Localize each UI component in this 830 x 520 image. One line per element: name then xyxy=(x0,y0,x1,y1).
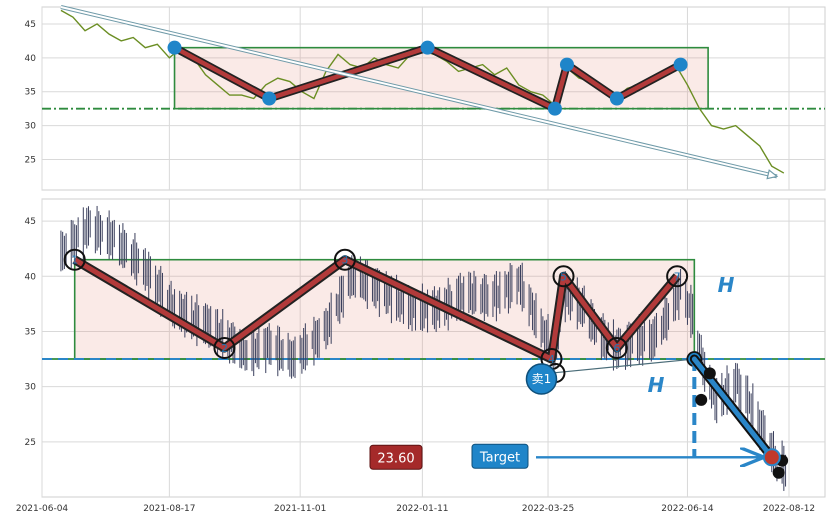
xtick-4: 2022-03-25 xyxy=(522,504,574,514)
top-pattern-dot-1 xyxy=(167,40,182,55)
sell-signal-marker xyxy=(525,363,558,395)
pattern-marker-3 xyxy=(333,248,356,271)
top-ytick-1: 30 xyxy=(25,122,37,132)
top-ytick-3: 40 xyxy=(25,54,37,64)
top-pattern-dot-7 xyxy=(673,57,688,72)
pattern-marker-5 xyxy=(552,265,575,288)
bottom-ytick-4: 45 xyxy=(25,217,36,227)
top-ytick-0: 25 xyxy=(25,156,36,166)
top-pattern-dot-4 xyxy=(547,101,562,116)
bottom-pattern-line xyxy=(73,257,680,362)
pattern-label-6: 6 xyxy=(613,342,620,355)
xtick-2: 2021-11-01 xyxy=(274,504,326,514)
pattern-label-2: 2 xyxy=(221,342,228,355)
breakdown-dot-2 xyxy=(703,367,716,380)
xtick-3: 2022-01-11 xyxy=(396,504,448,514)
top-ytick-4: 45 xyxy=(25,20,36,30)
xtick-6: 2022-08-12 xyxy=(763,504,815,514)
top-pattern-dot-2 xyxy=(262,91,277,106)
top-pattern-dot-3 xyxy=(420,40,435,55)
xtick-5: 2022-06-14 xyxy=(661,504,714,514)
pattern-marker-1 xyxy=(63,248,86,271)
target-value-label: 23.60 xyxy=(377,451,414,466)
pattern-marker-6 xyxy=(605,337,628,359)
pattern-label-1: 1 xyxy=(71,254,78,267)
bottom-candles xyxy=(60,205,787,491)
target-value-badge xyxy=(369,444,423,470)
pattern-marker-2 xyxy=(213,337,236,359)
sell-connector xyxy=(551,358,695,374)
bottom-ytick-3: 40 xyxy=(25,272,37,282)
height-label-lower: H xyxy=(648,373,665,397)
bottom-ytick-2: 35 xyxy=(25,327,36,337)
xtick-0: 2021-06-04 xyxy=(16,504,69,514)
top-trend-arrow-head xyxy=(766,169,779,180)
pattern-label-4: 4 xyxy=(548,353,555,366)
target-marker xyxy=(762,448,781,467)
top-pattern-dot-5 xyxy=(559,57,574,72)
bottom-ytick-0: 25 xyxy=(25,438,36,448)
target-badge xyxy=(471,443,529,469)
top-ytick-2: 35 xyxy=(25,88,36,98)
bottom-ytick-1: 30 xyxy=(25,383,37,393)
pattern-marker-7 xyxy=(666,265,689,288)
pattern-label-3: 3 xyxy=(341,254,348,267)
top-panel: 25 30 35 40 45 xyxy=(25,5,826,191)
breakdown-dot-3 xyxy=(772,466,785,479)
x-axis: 2021-06-04 2021-08-17 2021-11-01 2022-01-11… xyxy=(16,504,815,514)
pattern-label-7: 7 xyxy=(674,270,681,283)
target-badge-label: Target xyxy=(479,450,520,465)
top-pattern-dot-6 xyxy=(609,91,624,106)
xtick-1: 2021-08-17 xyxy=(143,504,195,514)
pattern-label-5: 5 xyxy=(560,270,567,283)
top-trend-arrow-core xyxy=(60,6,778,178)
breakdown-dot-1 xyxy=(695,393,708,406)
sell-signal-label: 卖1 xyxy=(532,372,552,386)
height-label-upper: H xyxy=(718,273,735,297)
